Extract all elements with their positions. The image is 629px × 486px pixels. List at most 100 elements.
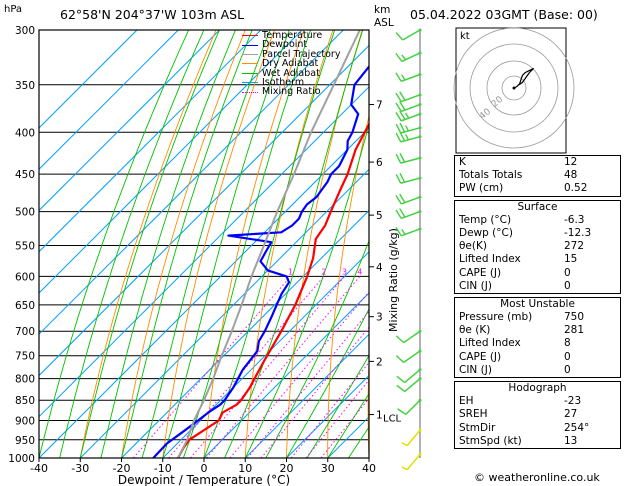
wind-barb-feather [395, 153, 402, 164]
hodograph-table-box: Hodograph EH -23 SREH 27 StmDir 254° StmSpd (k… [454, 381, 621, 449]
wind-barb-dot [418, 51, 422, 55]
hodograph-table-row: StmSpd (kt) 13 [459, 434, 578, 447]
wind-barb-feather [399, 122, 406, 133]
stats-panel: K 12 Totals Totals 48 PW (cm) 0.52 Surface … [454, 155, 621, 449]
wind-barb-dot [418, 452, 422, 456]
wet-adiabat-line [162, 30, 290, 458]
wind-barb-dot [418, 227, 422, 231]
legend-swatch [242, 44, 258, 46]
hodograph-ring [469, 43, 559, 133]
pressure-tick-label: 500 [15, 207, 35, 219]
pressure-tick-label: 300 [15, 25, 35, 37]
hodograph-table-row: SREH 27 [459, 408, 578, 421]
wind-barb-dot [418, 210, 422, 214]
wind-barb-dot [418, 135, 422, 139]
wind-barb-feather [399, 208, 406, 218]
km-tick-label: 5 [376, 210, 383, 222]
wind-barb-feather [401, 54, 407, 61]
mixing-ratio-label: 2 [321, 267, 326, 276]
hodograph-table-title: Hodograph [508, 382, 567, 394]
datetime-title: 05.04.2022 03GMT (Base: 00) [410, 7, 598, 22]
legend-item: Parcel Trajectory [242, 49, 340, 59]
wind-barb [402, 29, 421, 41]
legend-swatch [242, 63, 258, 65]
mixing-ratio-line [229, 291, 369, 458]
dry-adiabat-line [79, 30, 217, 458]
x-tick-label: 10 [238, 462, 252, 475]
wind-barb-feather [395, 123, 402, 134]
series-dewpoint [152, 64, 369, 458]
pressure-unit-label: hPa [4, 4, 23, 15]
lcl-label: LCL [383, 413, 402, 424]
hodograph-table-row: StmDir 254° [459, 421, 590, 434]
wet-adiabat-line [100, 30, 236, 458]
km-tick-label: 4 [376, 262, 383, 274]
x-axis-title: Dewpoint / Temperature (°C) [118, 473, 290, 486]
chart-legend: Temperature Dewpoint Parcel Trajectory Dry … [242, 31, 340, 97]
wind-barb-dot [418, 195, 422, 199]
pressure-tick-label: 650 [15, 300, 35, 312]
hodograph-ring [486, 60, 542, 116]
dry-adiabat-line [407, 30, 450, 458]
km-unit-label: km [374, 4, 391, 16]
wind-barb [401, 52, 421, 63]
wind-barb [405, 399, 421, 415]
wet-adiabat-line [141, 30, 271, 458]
surface-row: Dewp (°C) -12.3 [459, 226, 592, 239]
pressure-tick-label: 600 [15, 271, 35, 283]
legend-swatch [242, 35, 258, 37]
wind-barb-dot [418, 28, 422, 32]
surface-title: Surface [517, 200, 558, 213]
km-tick-label: 3 [376, 312, 383, 324]
dry-adiabat-line [121, 30, 246, 458]
hodograph-trace [513, 67, 535, 89]
legend-item: Dry Adiabat [242, 59, 340, 69]
isotherm-line [39, 127, 369, 458]
surface-row: CIN (J) 0 [459, 279, 571, 292]
x-tick-label: 30 [321, 462, 335, 475]
wind-barb-feather [401, 228, 406, 235]
surface-row: Lifted Index 15 [459, 253, 578, 266]
wind-barb-feather [395, 132, 402, 143]
wind-barb-feather [399, 101, 406, 111]
isotherm-line [39, 30, 138, 129]
wind-barb-feather [395, 226, 402, 237]
km-tick-label: 7 [376, 100, 383, 112]
wind-barb-feather [395, 72, 402, 82]
most-unstable-row: CIN (J) 0 [459, 363, 571, 376]
index-row-tt: Totals Totals 48 [459, 169, 578, 182]
hodograph-frame [455, 27, 567, 154]
wind-barb-dot [418, 368, 422, 372]
pressure-tick-label: 750 [15, 351, 35, 363]
wind-barb-dot [418, 349, 422, 353]
mixing-ratio-label: 1 [288, 267, 293, 276]
most-unstable-box: Most Unstable Pressure (mb) 750 θe (K) 281 L… [454, 296, 621, 378]
most-unstable-row: Lifted Index 8 [459, 337, 571, 350]
wind-barb-dot [418, 93, 422, 97]
dry-adiabat-line [367, 351, 369, 458]
wind-barb-dot [418, 377, 422, 381]
asl-label: ASL [374, 17, 394, 29]
mixing-ratio-label: 4 [357, 267, 362, 276]
wind-barb-feather [395, 195, 402, 205]
index-row-k: K 12 [459, 156, 578, 168]
hodograph-ring [501, 75, 527, 101]
wind-barb-feather [401, 442, 408, 447]
wind-barb-feather [399, 110, 406, 120]
wind-barb [406, 429, 421, 447]
wet-adiabat-line [39, 30, 190, 458]
legend-swatch [242, 82, 258, 84]
mixing-ratio-line [168, 276, 325, 458]
wind-barb-feather [396, 375, 406, 384]
x-tick-label: -10 [154, 462, 172, 475]
wind-barb-feather [405, 125, 410, 132]
wind-barb-dot [418, 176, 422, 180]
wind-barb-feather [405, 134, 410, 141]
dry-adiabat-line [162, 30, 275, 458]
mixing-ratio-line [190, 276, 345, 458]
mixing-ratio-line [132, 276, 291, 458]
km-tick-label: 2 [376, 356, 383, 368]
most-unstable-row: CAPE (J) 0 [459, 350, 571, 363]
wind-barb [404, 369, 421, 384]
series-temperature [177, 122, 369, 458]
